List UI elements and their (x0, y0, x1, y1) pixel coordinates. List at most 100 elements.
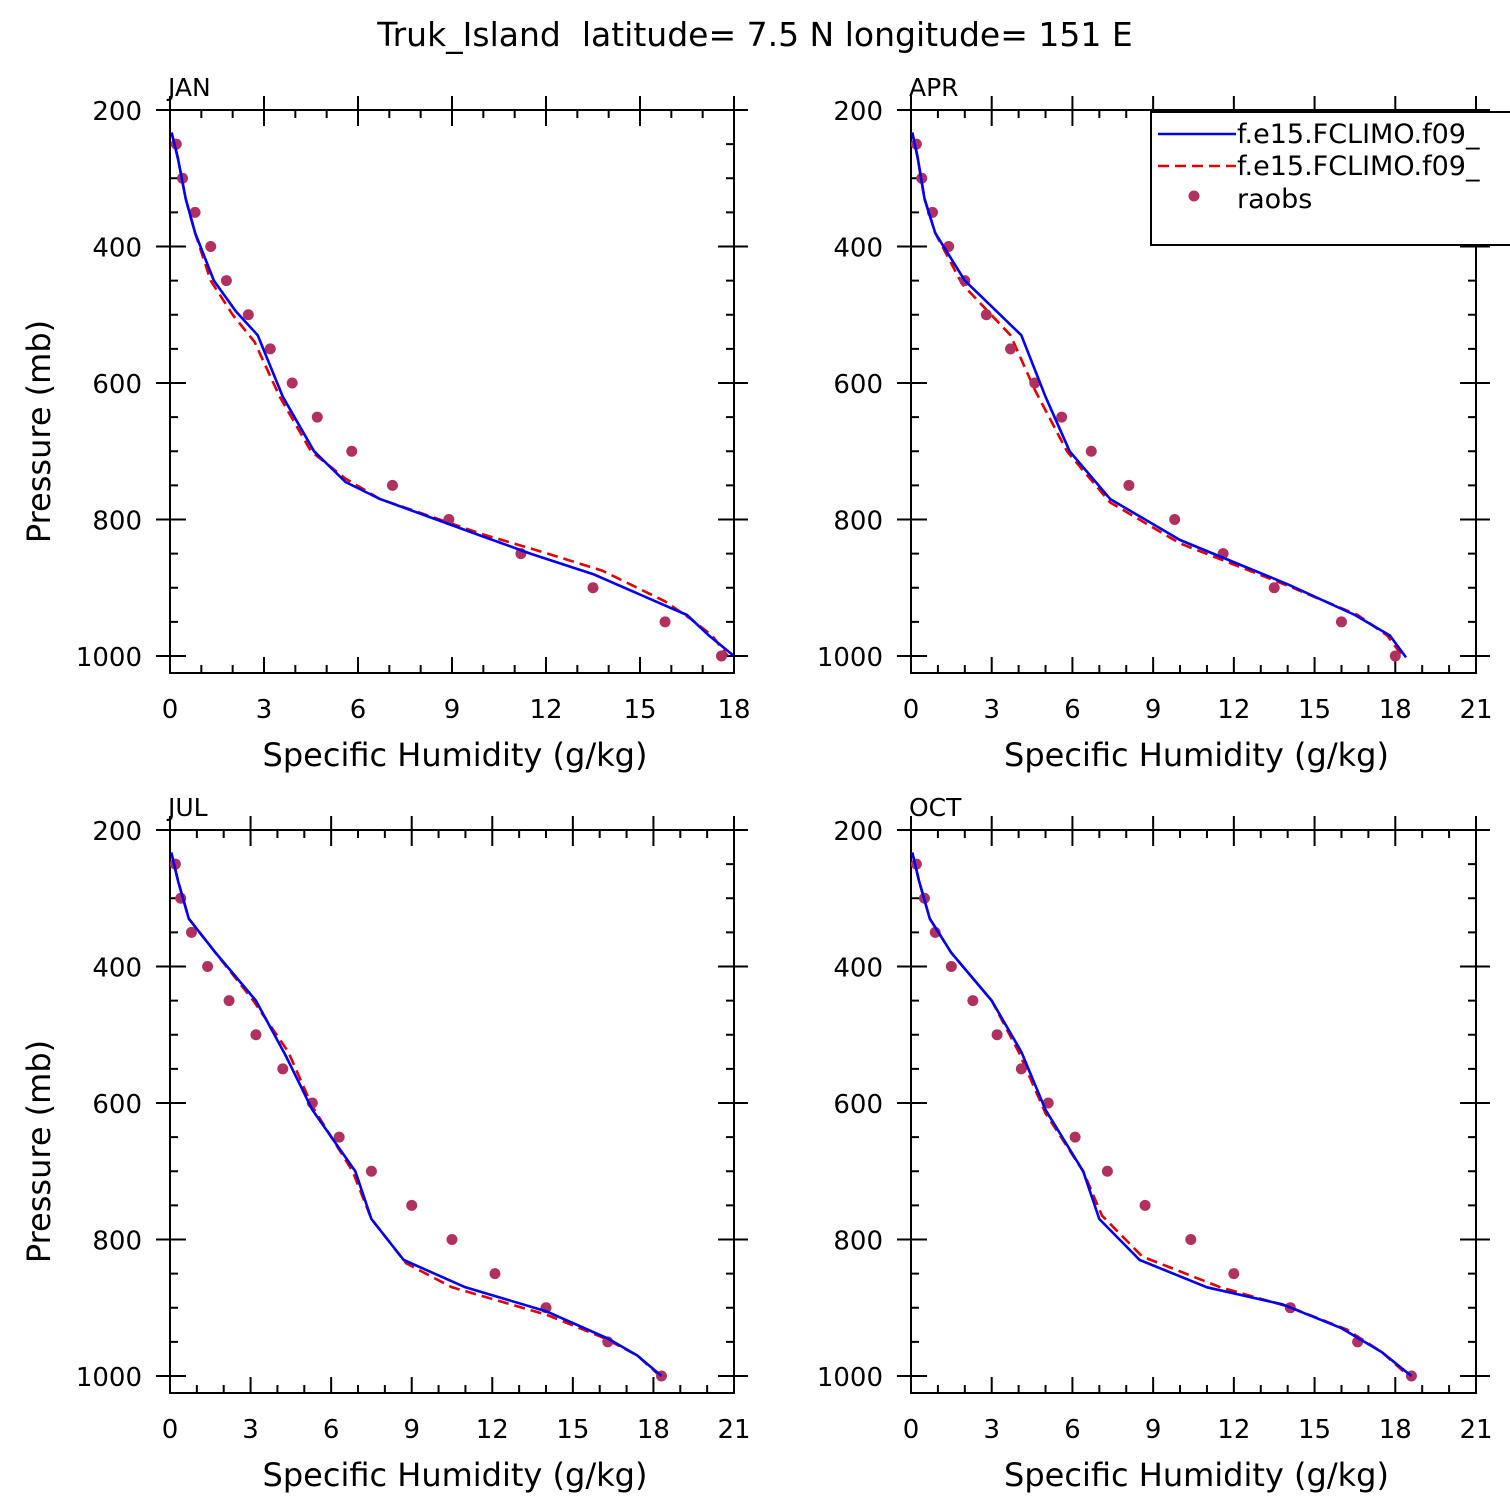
raobs-point (967, 995, 979, 1007)
y-tick-label: 400 (92, 954, 142, 984)
y-tick-label: 1000 (817, 643, 883, 673)
raobs-point (1085, 445, 1097, 457)
model1-line (170, 852, 663, 1377)
x-tick-label: 0 (162, 1415, 179, 1445)
y-axis-label: Pressure (mb) (20, 320, 58, 543)
y-tick-label: 800 (833, 1227, 883, 1257)
raobs-point (223, 995, 235, 1007)
y-tick-label: 200 (833, 97, 883, 127)
y-tick-label: 200 (92, 817, 142, 847)
y-tick-label: 600 (833, 370, 883, 400)
x-tick-label: 12 (1217, 695, 1250, 725)
raobs-point (1005, 343, 1017, 355)
x-tick-label: 6 (1064, 695, 1081, 725)
y-tick-label: 600 (92, 1090, 142, 1120)
legend: f.e15.FCLIMO.f09_f.e15.FCLIMO.f09_raobs (1150, 111, 1510, 246)
legend-label: f.e15.FCLIMO.f09_ (1237, 119, 1480, 150)
raobs-point (991, 1029, 1003, 1041)
model1-line (911, 852, 1413, 1378)
model1-line (911, 132, 1408, 659)
raobs-point (1335, 616, 1347, 628)
x-tick-label: 12 (476, 1415, 509, 1445)
y-tick-label: 600 (833, 1090, 883, 1120)
legend-swatch-raobs (1188, 190, 1200, 202)
y-tick-label: 1000 (76, 1363, 142, 1393)
raobs-point (1101, 1165, 1113, 1177)
panel-jul: JUL 200 400 600 800 1000 0 3 6 9 12 15 18 21 Specific … (20, 793, 751, 1494)
plot-frame (910, 109, 1477, 674)
raobs-point (980, 309, 992, 321)
x-tick-label: 12 (529, 695, 562, 725)
x-tick-label: 3 (242, 1415, 259, 1445)
raobs-point (715, 650, 727, 662)
raobs-point (1139, 1199, 1151, 1211)
x-tick-label: 21 (1459, 695, 1492, 725)
x-tick-label: 9 (403, 1415, 420, 1445)
raobs-point (386, 479, 398, 491)
y-axis-label: Pressure (mb) (20, 1040, 58, 1263)
panel-oct: OCT 200 400 600 800 1000 0 3 6 9 12 15 18 21 Specific … (817, 793, 1493, 1494)
legend-label: raobs (1237, 184, 1312, 215)
raobs-point (277, 1063, 289, 1075)
x-tick-label: 18 (1379, 1415, 1412, 1445)
plot-frame (169, 109, 735, 674)
y-tick-label: 400 (92, 234, 142, 264)
raobs-point (311, 411, 323, 423)
raobs-point (406, 1199, 418, 1211)
panel-title: OCT (909, 793, 962, 822)
raobs-point (286, 377, 298, 389)
x-tick-label: 18 (637, 1415, 670, 1445)
legend-label: f.e15.FCLIMO.f09_ (1237, 151, 1480, 182)
x-tick-label: 6 (1064, 1415, 1081, 1445)
raobs-point (1228, 1268, 1240, 1280)
raobs-point (220, 275, 232, 287)
raobs-point (1056, 411, 1068, 423)
y-tick-label: 400 (833, 954, 883, 984)
raobs-point (1185, 1234, 1197, 1245)
x-tick-label: 0 (903, 695, 920, 725)
raobs-point (489, 1268, 501, 1280)
y-tick-label: 800 (92, 507, 142, 537)
x-tick-label: 21 (1459, 1415, 1492, 1445)
y-tick-label: 800 (92, 1227, 142, 1257)
x-tick-label: 18 (1379, 695, 1412, 725)
raobs-point (1015, 1063, 1027, 1075)
x-tick-label: 6 (323, 1415, 340, 1445)
plot-frame (910, 829, 1477, 1394)
x-tick-label: 21 (717, 1415, 750, 1445)
x-tick-label: 9 (444, 695, 461, 725)
raobs-point (333, 1131, 345, 1143)
x-axis-label: Specific Humidity (g/kg) (1004, 1456, 1389, 1494)
y-tick-label: 800 (833, 507, 883, 537)
raobs-point (1389, 650, 1401, 662)
x-tick-label: 15 (1298, 1415, 1331, 1445)
x-tick-label: 15 (556, 1415, 589, 1445)
x-tick-label: 0 (903, 1415, 920, 1445)
y-tick-label: 600 (92, 370, 142, 400)
raobs-point (1268, 582, 1280, 594)
x-axis-label: Specific Humidity (g/kg) (263, 1456, 648, 1494)
panel-title: JUL (166, 793, 208, 822)
raobs-point (202, 961, 214, 972)
model1-line (170, 132, 734, 658)
series-group (911, 132, 1408, 662)
raobs-point (945, 961, 957, 972)
series-group (911, 852, 1417, 1382)
raobs-point (264, 343, 276, 355)
raobs-point (446, 1234, 458, 1245)
y-tick-label: 1000 (76, 643, 142, 673)
raobs-point (1042, 1097, 1054, 1109)
x-tick-label: 15 (1298, 695, 1331, 725)
panel-title: APR (909, 73, 959, 102)
raobs-point (185, 926, 197, 938)
panel-title: JAN (166, 73, 211, 102)
raobs-point (1069, 1131, 1081, 1143)
x-tick-label: 3 (983, 1415, 1000, 1445)
raobs-point (587, 582, 599, 594)
raobs-point (205, 241, 217, 252)
figure-title: Truk_Island latitude= 7.5 N longitude= 1… (376, 15, 1132, 54)
y-tick-label: 200 (833, 817, 883, 847)
raobs-point (189, 206, 201, 218)
plot-frame (169, 829, 735, 1394)
